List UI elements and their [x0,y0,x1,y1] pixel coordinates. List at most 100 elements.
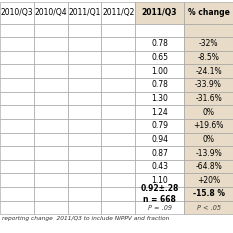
Text: 0.78: 0.78 [151,39,168,48]
Text: 1.30: 1.30 [151,94,168,103]
Text: -8.5%: -8.5% [198,53,219,62]
Text: 0%: 0% [202,108,215,117]
Bar [34,24,68,37]
Bar [34,105,68,119]
Bar [184,146,233,160]
Bar [135,119,184,133]
Bar [68,187,101,201]
Bar [68,37,101,51]
Bar [101,2,135,24]
Bar [184,64,233,78]
Bar [184,51,233,64]
Bar [135,51,184,64]
Bar [34,64,68,78]
Bar [184,78,233,92]
Bar [68,133,101,146]
Bar [101,37,135,51]
Bar [184,133,233,146]
Bar [135,24,184,37]
Bar [135,201,184,214]
Bar [0,173,34,187]
Text: 2011/Q1: 2011/Q1 [68,8,101,17]
Text: P < .05: P < .05 [196,205,221,211]
Bar [101,105,135,119]
Bar [101,78,135,92]
Text: 2011/Q3: 2011/Q3 [142,8,177,17]
Text: 0.78: 0.78 [151,80,168,89]
Bar [184,2,233,24]
Bar [0,146,34,160]
Bar [135,133,184,146]
Text: -33.9%: -33.9% [195,80,222,89]
Bar [34,187,68,201]
Bar [135,187,184,201]
Bar [0,187,34,201]
Bar [34,78,68,92]
Text: 0.94: 0.94 [151,135,168,144]
Bar [101,201,135,214]
Text: -24.1%: -24.1% [195,67,222,76]
Bar [68,105,101,119]
Text: 0.65: 0.65 [151,53,168,62]
Bar [34,160,68,173]
Bar [34,119,68,133]
Bar [0,64,34,78]
Bar [0,37,34,51]
Bar [135,92,184,105]
Text: 1.10: 1.10 [151,176,168,185]
Bar [34,173,68,187]
Text: 0.87: 0.87 [151,148,168,158]
Text: 2011/Q2: 2011/Q2 [102,8,134,17]
Bar [68,78,101,92]
Text: 1.24: 1.24 [151,108,168,117]
Bar [101,133,135,146]
Text: 0%: 0% [202,135,215,144]
Bar [68,119,101,133]
Text: -13.9%: -13.9% [195,148,222,158]
Bar [0,51,34,64]
Bar [0,78,34,92]
Bar [0,105,34,119]
Bar [101,24,135,37]
Bar [0,92,34,105]
Text: reporting change  2011/Q3 to include NIPPV and fraction: reporting change 2011/Q3 to include NIPP… [2,216,170,220]
Bar [101,92,135,105]
Text: 2010/Q3: 2010/Q3 [0,8,33,17]
Bar [68,92,101,105]
Bar [135,146,184,160]
Text: 0.43: 0.43 [151,162,168,171]
Bar [101,119,135,133]
Bar [101,51,135,64]
Bar [68,146,101,160]
Bar [0,133,34,146]
Bar [184,187,233,201]
Bar [0,160,34,173]
Text: 1.00: 1.00 [151,67,168,76]
Bar [135,2,184,24]
Text: +20%: +20% [197,176,220,185]
Text: % change: % change [188,8,230,17]
Bar [34,51,68,64]
Bar [68,24,101,37]
Bar [0,24,34,37]
Bar [135,78,184,92]
Bar [68,64,101,78]
Bar [68,201,101,214]
Bar [34,92,68,105]
Bar [135,160,184,173]
Bar [34,201,68,214]
Bar [101,160,135,173]
Bar [184,24,233,37]
Text: +19.6%: +19.6% [193,121,224,130]
Bar [184,37,233,51]
Bar [68,173,101,187]
Bar [184,201,233,214]
Bar [0,2,34,24]
Bar [34,146,68,160]
Bar [34,2,68,24]
Bar [135,105,184,119]
Text: 0.79: 0.79 [151,121,168,130]
Bar [68,160,101,173]
Bar [101,146,135,160]
Text: P = .09: P = .09 [147,205,172,211]
